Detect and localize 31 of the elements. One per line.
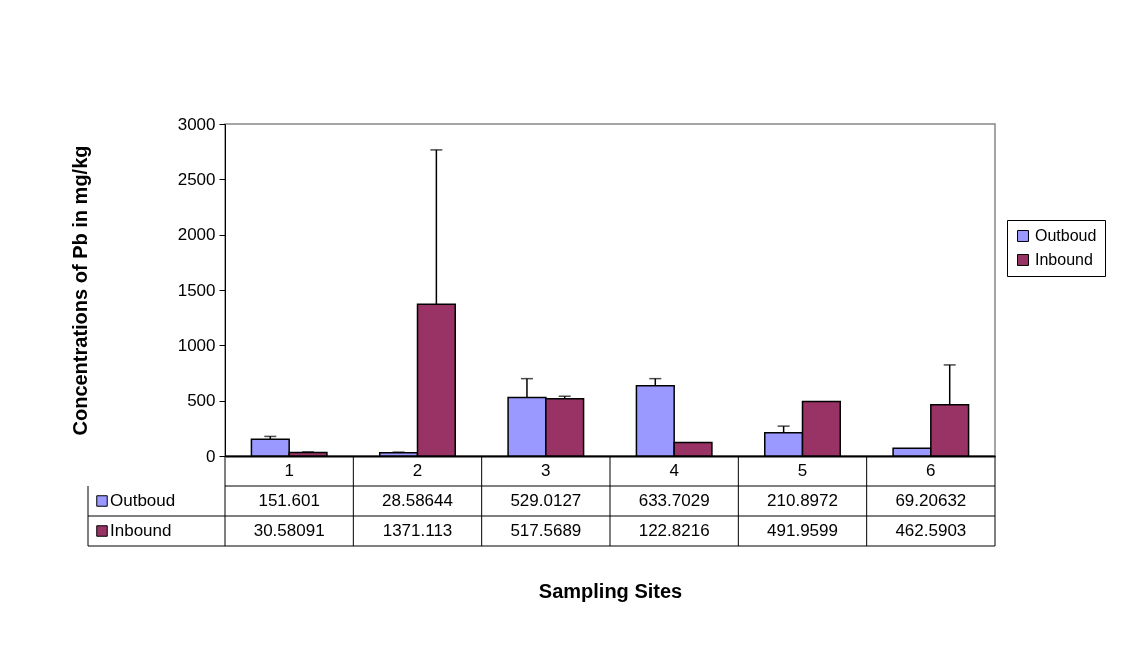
- legend-label: Inbound: [1035, 251, 1093, 268]
- x-tick-label: 1: [284, 460, 294, 480]
- data-label: 28.58644: [382, 491, 453, 510]
- text: Inbound: [110, 521, 172, 540]
- data-label: 462.5903: [895, 521, 967, 540]
- x-tick-label: 2: [412, 460, 423, 480]
- data-label: 517.5689: [510, 521, 582, 540]
- x-tick-label: 4: [669, 460, 679, 480]
- y-tick-label: 1000: [177, 335, 216, 355]
- data-label: 151.601: [258, 491, 320, 510]
- y-axis-title: Concentrations of Pb in mg/kg: [68, 145, 91, 436]
- data-label: 491.9599: [767, 521, 838, 540]
- y-tick-label: 3000: [177, 114, 216, 134]
- y-tick-label: 2000: [177, 225, 216, 245]
- x-tick-label: 3: [541, 460, 551, 480]
- y-tick-label: 500: [187, 391, 216, 411]
- data-label: 210.8972: [767, 491, 838, 510]
- data-label: 69.20632: [895, 491, 967, 510]
- x-axis-title: Sampling Sites: [538, 579, 683, 602]
- data-label: 1371.113: [382, 521, 453, 540]
- data-label: 529.0127: [510, 491, 582, 510]
- text: Outboud: [1035, 227, 1097, 244]
- y-tick-label: 2500: [177, 169, 216, 189]
- x-tick-label: 5: [797, 460, 808, 480]
- data-label: 122.8216: [638, 521, 710, 540]
- y-tick-label: 0: [206, 446, 216, 466]
- legend-label: Outboud: [110, 491, 176, 510]
- data-label: 30.58091: [253, 521, 325, 540]
- data-label: 633.7029: [638, 491, 710, 510]
- y-tick-label: 1500: [177, 280, 216, 300]
- x-tick-label: 6: [926, 460, 936, 480]
